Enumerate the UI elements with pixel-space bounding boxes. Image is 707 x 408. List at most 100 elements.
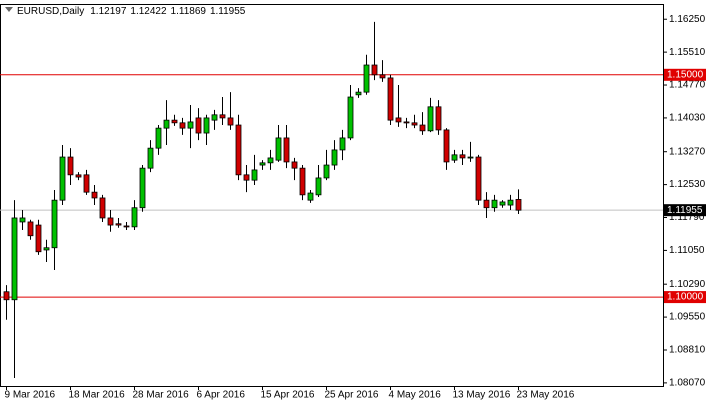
- candle-body: [515, 199, 522, 211]
- candle-body: [323, 164, 330, 179]
- x-tick-label: 15 Apr 2016: [261, 390, 315, 401]
- candle-body: [99, 197, 106, 219]
- y-tick-label: 1.12530: [669, 179, 706, 190]
- candle-body: [51, 199, 58, 249]
- candle-body: [267, 157, 274, 164]
- y-tick-label: 1.08810: [669, 345, 706, 356]
- candle-body: [467, 156, 474, 159]
- candle-body: [251, 169, 258, 181]
- candle-body: [507, 199, 514, 206]
- level-label: 1.10000: [667, 292, 704, 303]
- candle-body: [147, 147, 154, 169]
- candle-body: [443, 129, 450, 163]
- candle-body: [499, 201, 506, 206]
- header-close: 1.11955: [210, 6, 246, 17]
- candle-body: [387, 77, 394, 121]
- candle-body: [203, 117, 210, 134]
- candle-body: [187, 121, 194, 129]
- candle-body: [115, 223, 122, 226]
- candle-body: [435, 106, 442, 131]
- candle-body: [59, 156, 66, 201]
- y-tick-label: 1.11050: [669, 245, 705, 256]
- candle-body: [67, 156, 74, 176]
- x-tick-label: 28 Mar 2016: [133, 390, 190, 401]
- candle-body: [27, 221, 34, 237]
- x-tick-label: 4 May 2016: [389, 390, 442, 401]
- candle-body: [107, 217, 114, 226]
- y-tick-label: 1.15510: [669, 47, 706, 58]
- candle-body: [291, 161, 298, 169]
- candle-body: [35, 224, 42, 253]
- level-box: [664, 68, 706, 81]
- candle-body: [307, 192, 314, 201]
- candle-body: [363, 64, 370, 93]
- header-high: 1.12422: [130, 6, 167, 17]
- candle-body: [179, 122, 186, 129]
- candle-body: [131, 207, 138, 228]
- x-tick-label: 18 Mar 2016: [69, 390, 126, 401]
- header-open: 1.12197: [90, 6, 127, 17]
- y-tick-label: 1.14030: [669, 113, 706, 124]
- candle-body: [475, 156, 482, 201]
- symbol: EURUSD,Daily: [17, 6, 84, 17]
- candle-body: [3, 291, 10, 301]
- candle-body: [11, 217, 18, 301]
- candle-body: [331, 149, 338, 166]
- candle-body: [219, 114, 226, 119]
- candle-body: [259, 162, 266, 166]
- candle-body: [91, 191, 98, 199]
- candle-body: [427, 106, 434, 132]
- candle-body: [139, 167, 146, 209]
- candle-body: [83, 174, 90, 193]
- candle-body: [491, 199, 498, 209]
- candle-body: [275, 137, 282, 161]
- y-tick-label: 1.08070: [669, 378, 706, 389]
- candle-body: [347, 96, 354, 139]
- candle-body: [235, 124, 242, 176]
- last-price-box: [664, 204, 706, 217]
- candle-body: [411, 122, 418, 126]
- candle-body: [163, 119, 170, 129]
- candle-body: [339, 137, 346, 151]
- candle-body: [227, 117, 234, 126]
- candle-body: [379, 74, 386, 79]
- candle-body: [355, 91, 362, 96]
- candle-body: [195, 117, 202, 134]
- plot-frame: [0, 4, 664, 387]
- y-tick-label: 1.10290: [669, 279, 706, 290]
- x-tick-label: 13 May 2016: [453, 390, 511, 401]
- candle-body: [243, 174, 250, 181]
- candle-body: [315, 177, 322, 196]
- candle-body: [283, 137, 290, 163]
- candle-body: [75, 174, 82, 178]
- candle-body: [155, 127, 162, 149]
- level-box: [664, 291, 706, 304]
- candle-body: [371, 64, 378, 76]
- candle-body: [211, 114, 218, 121]
- candle-body: [299, 167, 306, 196]
- menu-icon[interactable]: [5, 7, 13, 12]
- candle-body: [419, 124, 426, 132]
- y-tick-label: 1.14770: [669, 80, 706, 91]
- candle-body: [171, 119, 178, 124]
- candle-body: [123, 225, 130, 228]
- y-tick-label: 1.11790: [669, 212, 705, 223]
- y-tick-label: 1.16250: [669, 14, 706, 25]
- y-tick-label: 1.09550: [669, 312, 706, 323]
- candle-body: [395, 117, 402, 123]
- x-tick-label: 23 May 2016: [517, 390, 575, 401]
- x-tick-label: 9 Mar 2016: [5, 390, 56, 401]
- y-tick-label: 1.13270: [669, 146, 706, 157]
- last-price-label: 1.11955: [667, 205, 703, 216]
- x-tick-label: 25 Apr 2016: [325, 390, 379, 401]
- candle-body: [403, 121, 410, 124]
- level-label: 1.15000: [667, 69, 704, 80]
- header-low: 1.11869: [171, 6, 207, 17]
- candle-body: [43, 247, 50, 251]
- candle-body: [459, 154, 466, 159]
- candle-body: [451, 154, 458, 161]
- x-tick-label: 6 Apr 2016: [197, 390, 246, 401]
